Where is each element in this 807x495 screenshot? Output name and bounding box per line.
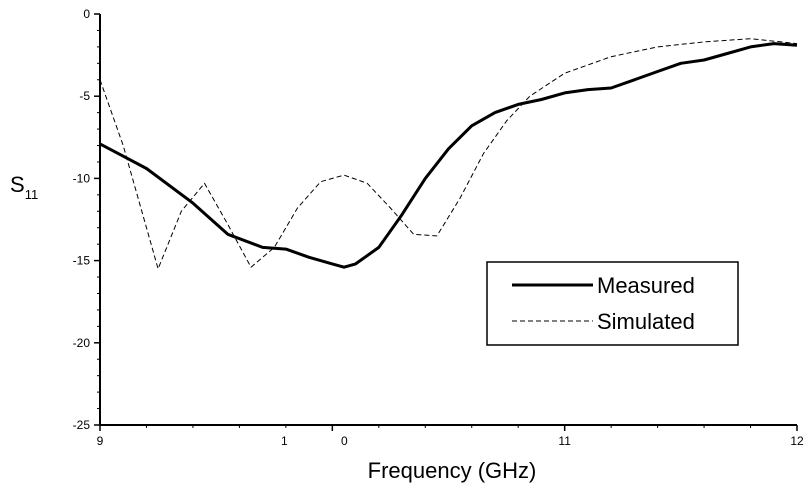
legend: Measured Simulated bbox=[486, 261, 739, 346]
x-tick-label: 0 bbox=[341, 434, 348, 448]
y-ticks: 0 -5 -10 -15 -20 -25 bbox=[73, 7, 100, 432]
x-tick-label: 11 bbox=[558, 434, 571, 448]
y-tick-label: -20 bbox=[73, 336, 91, 350]
legend-label-simulated: Simulated bbox=[597, 309, 695, 334]
x-axis-title: Frequency (GHz) bbox=[368, 458, 537, 483]
y-tick-label: -25 bbox=[73, 418, 91, 432]
y-axis-title: S11 bbox=[10, 172, 38, 202]
x-tick-label: 1 bbox=[281, 434, 288, 448]
series-line-simulated bbox=[99, 38, 798, 270]
y-tick-label: -5 bbox=[79, 89, 90, 103]
legend-label-measured: Measured bbox=[597, 273, 695, 298]
y-tick-label: 0 bbox=[83, 7, 90, 21]
legend-box bbox=[486, 261, 739, 346]
axes bbox=[99, 14, 797, 426]
x-tick-label: 12 bbox=[790, 434, 804, 448]
y-axis-title-main: S bbox=[10, 172, 25, 197]
y-tick-label: -10 bbox=[73, 171, 91, 185]
y-tick-label: -15 bbox=[73, 254, 91, 268]
x-ticks: 9 1 0 11 12 bbox=[97, 425, 804, 448]
plot-lines bbox=[99, 38, 798, 270]
series-line-measured bbox=[99, 42, 798, 269]
y-axis-title-subscript: 11 bbox=[25, 187, 39, 202]
x-tick-label: 9 bbox=[97, 434, 104, 448]
